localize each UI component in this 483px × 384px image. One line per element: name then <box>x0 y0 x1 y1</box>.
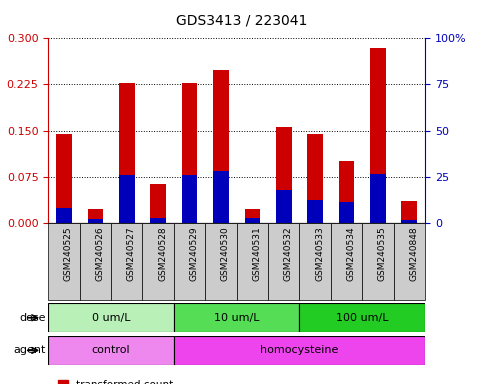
Bar <box>119 83 135 223</box>
Bar <box>182 83 198 223</box>
Text: GSM240535: GSM240535 <box>378 227 387 281</box>
Bar <box>174 303 299 332</box>
Bar <box>119 175 135 223</box>
Bar <box>80 223 111 300</box>
Bar <box>56 134 72 223</box>
Bar <box>244 209 260 223</box>
Bar <box>339 202 355 223</box>
Text: GSM240525: GSM240525 <box>64 227 73 281</box>
Bar <box>268 223 299 300</box>
Text: 0 um/L: 0 um/L <box>92 313 130 323</box>
Bar <box>213 70 229 223</box>
Bar <box>87 209 103 223</box>
Bar <box>142 223 174 300</box>
Bar <box>150 218 166 223</box>
Text: dose: dose <box>19 313 46 323</box>
Bar <box>299 303 425 332</box>
Bar <box>174 336 425 365</box>
Bar <box>276 190 292 223</box>
Text: GSM240531: GSM240531 <box>253 227 261 281</box>
Text: homocysteine: homocysteine <box>260 345 339 356</box>
Text: GSM240848: GSM240848 <box>410 227 418 281</box>
Bar <box>244 218 260 223</box>
Text: control: control <box>92 345 130 356</box>
Text: GDS3413 / 223041: GDS3413 / 223041 <box>176 13 307 27</box>
Bar <box>339 161 355 223</box>
Text: GSM240528: GSM240528 <box>158 227 167 281</box>
Bar <box>237 223 268 300</box>
Text: 100 um/L: 100 um/L <box>336 313 388 323</box>
Text: GSM240533: GSM240533 <box>315 227 324 281</box>
Bar <box>213 171 229 223</box>
Bar <box>370 48 386 223</box>
Bar <box>56 208 72 223</box>
Bar <box>401 201 417 223</box>
Bar <box>394 223 425 300</box>
Legend: transformed count, percentile rank within the sample: transformed count, percentile rank withi… <box>54 376 256 384</box>
Bar <box>48 336 174 365</box>
Text: GSM240530: GSM240530 <box>221 227 230 281</box>
Text: GSM240526: GSM240526 <box>96 227 104 281</box>
Bar <box>331 223 362 300</box>
Text: agent: agent <box>14 345 46 356</box>
Bar <box>182 175 198 223</box>
Text: 10 um/L: 10 um/L <box>214 313 259 323</box>
Bar <box>205 223 237 300</box>
Text: GSM240527: GSM240527 <box>127 227 136 281</box>
Bar <box>401 220 417 223</box>
Bar <box>111 223 142 300</box>
Bar <box>150 184 166 223</box>
Text: GSM240532: GSM240532 <box>284 227 293 281</box>
Bar <box>48 223 80 300</box>
Bar <box>362 223 394 300</box>
Bar <box>307 200 323 223</box>
Bar <box>299 223 331 300</box>
Bar <box>87 219 103 223</box>
Bar <box>307 134 323 223</box>
Bar <box>174 223 205 300</box>
Bar <box>276 127 292 223</box>
Bar <box>48 303 174 332</box>
Text: GSM240529: GSM240529 <box>189 227 199 281</box>
Bar <box>370 174 386 223</box>
Text: GSM240534: GSM240534 <box>347 227 355 281</box>
